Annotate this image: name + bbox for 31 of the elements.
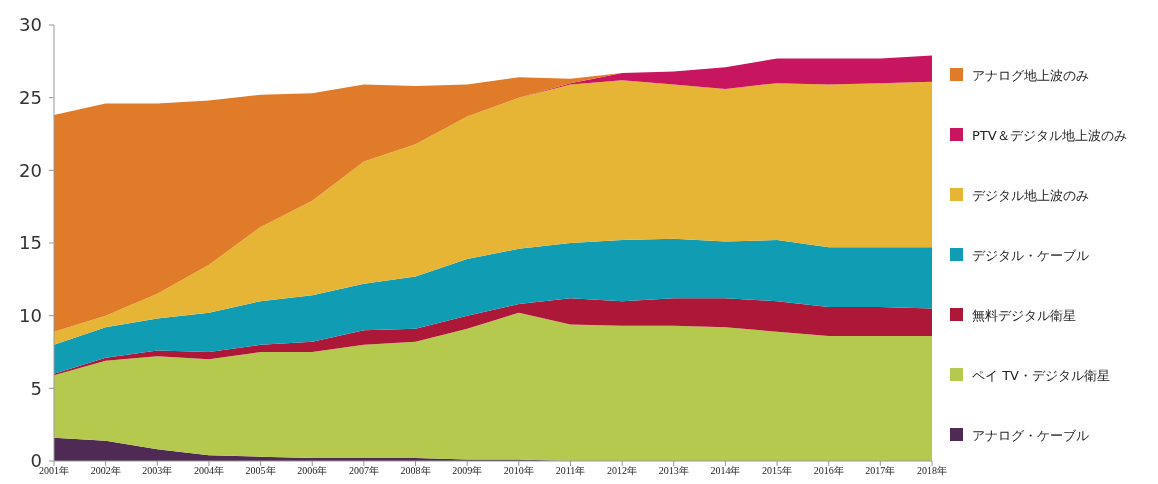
x-tick-label: 2003年 <box>142 465 173 476</box>
x-tick-label: 2009年 <box>452 465 483 476</box>
y-tick-label: 5 <box>30 377 42 399</box>
y-tick-label: 10 <box>19 304 42 326</box>
x-tick-label: 2016年 <box>813 465 844 476</box>
x-tick-label: 2007年 <box>348 465 379 476</box>
legend-label: アナログ・ケーブル <box>972 427 1089 443</box>
legend-label: デジタル・ケーブル <box>972 247 1089 263</box>
x-tick-label: 2004年 <box>193 465 224 476</box>
x-tick-label: 2017年 <box>865 465 896 476</box>
y-tick-label: 30 <box>19 14 42 36</box>
x-tick-label: 2015年 <box>762 465 793 476</box>
x-tick-label: 2006年 <box>297 465 328 476</box>
legend-label: 無料デジタル衛星 <box>972 307 1076 323</box>
x-tick-label: 2011年 <box>555 465 586 476</box>
legend-label: アナログ地上波のみ <box>972 67 1089 83</box>
x-tick-label: 2012年 <box>607 465 638 476</box>
y-tick-label: 20 <box>19 159 42 181</box>
x-tick-label: 2008年 <box>400 465 431 476</box>
x-tick-label: 2014年 <box>710 465 741 476</box>
x-tick-label: 2005年 <box>245 465 276 476</box>
x-tick-label: 2010年 <box>503 465 534 476</box>
y-tick-label: 15 <box>19 232 42 254</box>
x-tick-label: 2002年 <box>90 465 121 476</box>
x-tick-label: 2001年 <box>39 465 69 476</box>
y-tick-label: 25 <box>19 86 42 108</box>
legend-label: デジタル地上波のみ <box>972 187 1089 203</box>
legend-label: PTV＆デジタル地上波のみ <box>972 127 1127 143</box>
legend-label: ペイ TV・デジタル衛星 <box>972 367 1110 383</box>
x-tick-label: 2013年 <box>658 465 689 476</box>
x-tick-label: 2018年 <box>917 465 947 476</box>
